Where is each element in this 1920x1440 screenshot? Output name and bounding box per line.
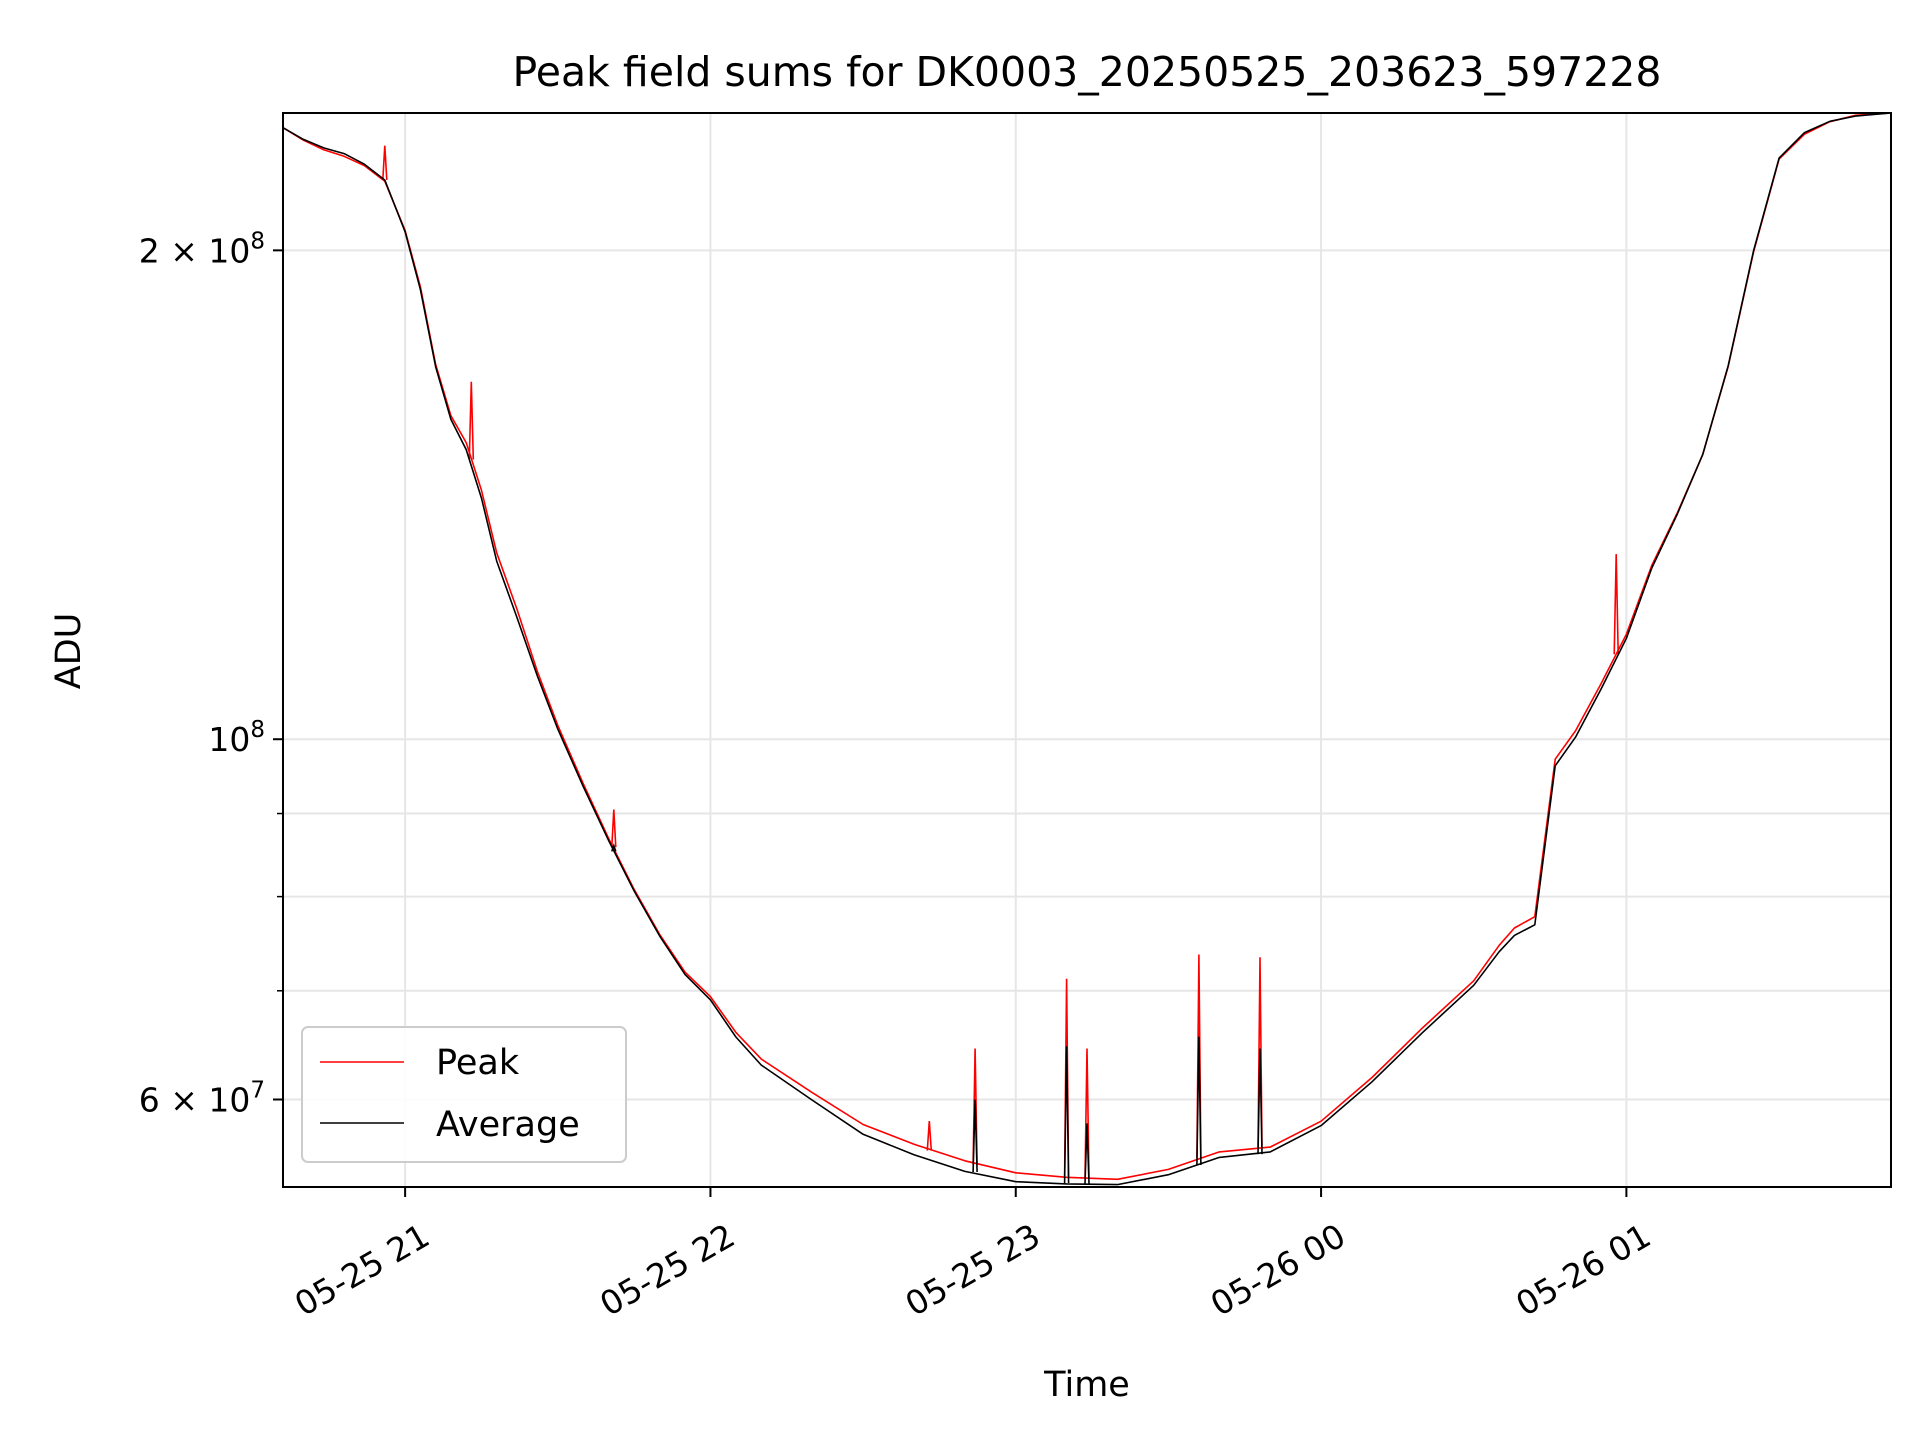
series-spike-peak [926, 1120, 933, 1151]
y-axis-title: ADU [49, 613, 89, 690]
legend-label-peak: Peak [436, 1043, 520, 1083]
series-spike-peak [468, 381, 475, 460]
y-tick-label: 108 [208, 717, 265, 759]
series-spike-average [1063, 1046, 1070, 1184]
series-line-peak [282, 112, 1892, 1181]
series-spike-peak [1084, 1048, 1090, 1179]
series-spike-average [1084, 1123, 1090, 1184]
series-spike-peak [382, 145, 388, 180]
series-spike-average [972, 1099, 978, 1173]
series-spike-average [1196, 1036, 1202, 1166]
chart-title: Peak field sums for DK0003_20250525_2036… [513, 48, 1662, 96]
y-tick-label: 6 × 107 [139, 1078, 265, 1120]
legend-box [301, 1026, 627, 1163]
legend-label-average: Average [436, 1105, 580, 1145]
y-tick-label: 2 × 108 [139, 228, 265, 270]
legend: Peak Average [301, 1026, 627, 1163]
y-axis: 2 × 108 108 6 × 107 [139, 228, 283, 1120]
series-layer [282, 112, 1892, 1186]
x-axis-title: Time [1043, 1365, 1130, 1405]
series-spike-average [1257, 1048, 1263, 1155]
series-line-average [282, 112, 1892, 1186]
series-spike-peak [1613, 554, 1619, 655]
plot-frame [282, 112, 1892, 1188]
series-spike-peak [611, 809, 617, 848]
series-spike-average [611, 843, 617, 852]
